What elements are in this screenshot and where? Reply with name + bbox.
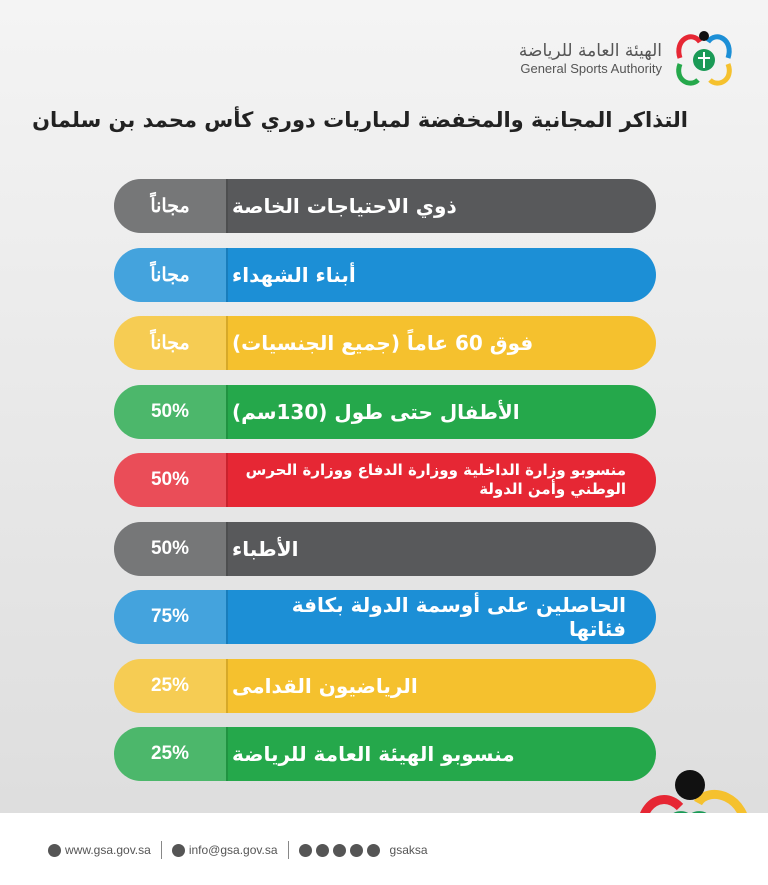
instagram-icon[interactable] [315,843,329,857]
facebook-icon[interactable] [332,843,346,857]
row-divider [226,659,228,713]
globe-icon [48,843,61,857]
ticket-row: مجاناً ذوي الاحتياجات الخاصة [114,179,656,233]
discount-value: 50% [114,522,226,576]
logo-text: الهيئة العامة للرياضة General Sports Aut… [519,41,662,77]
row-divider [226,179,228,233]
discount-value: 75% [114,590,226,644]
row-divider [226,385,228,439]
ticket-row: 25% الرياضيون القدامى [114,659,656,713]
row-divider [226,316,228,370]
divider [160,841,162,859]
page-title: التذاكر المجانية والمخفضة لمباريات دوري … [32,108,688,132]
category-label: الحاصلين على أوسمة الدولة بكافة فئاتها [291,593,626,641]
email-icon [171,843,185,857]
email-link[interactable]: info@gsa.gov.sa [171,843,278,857]
category-label: أبناء الشهداء [232,263,356,287]
youtube-icon[interactable] [349,843,363,857]
ticket-row: 50% الأطباء [114,522,656,576]
footer: www.gsa.gov.sa info@gsa.gov.sa gsaksa [0,813,768,885]
ticket-row: مجاناً أبناء الشهداء [114,248,656,302]
discount-value: مجاناً [114,248,226,302]
social-links[interactable]: gsaksa [298,843,428,857]
category-label: الأطفال حتى طول (130سم) [232,400,520,424]
row-divider [226,522,228,576]
gsa-emblem-icon [676,31,732,86]
category-label: فوق 60 عاماً (جميع الجنسيات) [232,331,534,355]
logo-arabic-name: الهيئة العامة للرياضة [518,41,662,61]
ticket-row: 75% الحاصلين على أوسمة الدولة بكافة فئاته… [114,590,656,644]
row-divider [226,453,228,507]
ticket-row: مجاناً فوق 60 عاماً (جميع الجنسيات) [114,316,656,370]
discount-value: مجاناً [114,316,226,370]
category-label: منسوبو الهيئة العامة للرياضة [232,742,515,766]
divider [287,841,289,859]
ticket-row: 25% منسوبو الهيئة العامة للرياضة [114,727,656,781]
ticket-row: 50% منسوبو وزارة الداخلية ووزارة الدفاع و… [114,453,656,507]
discount-value: 50% [114,453,226,507]
social-handle: gsaksa [389,843,428,857]
gsa-logo: الهيئة العامة للرياضة General Sports Aut… [519,28,738,90]
website-text: www.gsa.gov.sa [65,843,151,857]
category-label: ذوي الاحتياجات الخاصة [232,194,457,218]
discount-value: 25% [114,727,226,781]
snapchat-icon[interactable] [366,843,380,857]
category-label: الأطباء [232,537,299,561]
row-divider [226,248,228,302]
discount-value: 25% [114,659,226,713]
ticket-row: 50% الأطفال حتى طول (130سم) [114,385,656,439]
row-divider [226,590,228,644]
discount-value: 50% [114,385,226,439]
logo-english-name: General Sports Authority [520,61,662,76]
website-link[interactable]: www.gsa.gov.sa [48,843,151,857]
twitter-icon[interactable] [298,843,312,857]
email-text: info@gsa.gov.sa [188,843,278,857]
row-divider [226,727,228,781]
discount-value: مجاناً [114,179,226,233]
category-label: الرياضيون القدامى [232,674,418,698]
category-label: منسوبو وزارة الداخلية ووزارة الدفاع ووزا… [245,461,626,498]
